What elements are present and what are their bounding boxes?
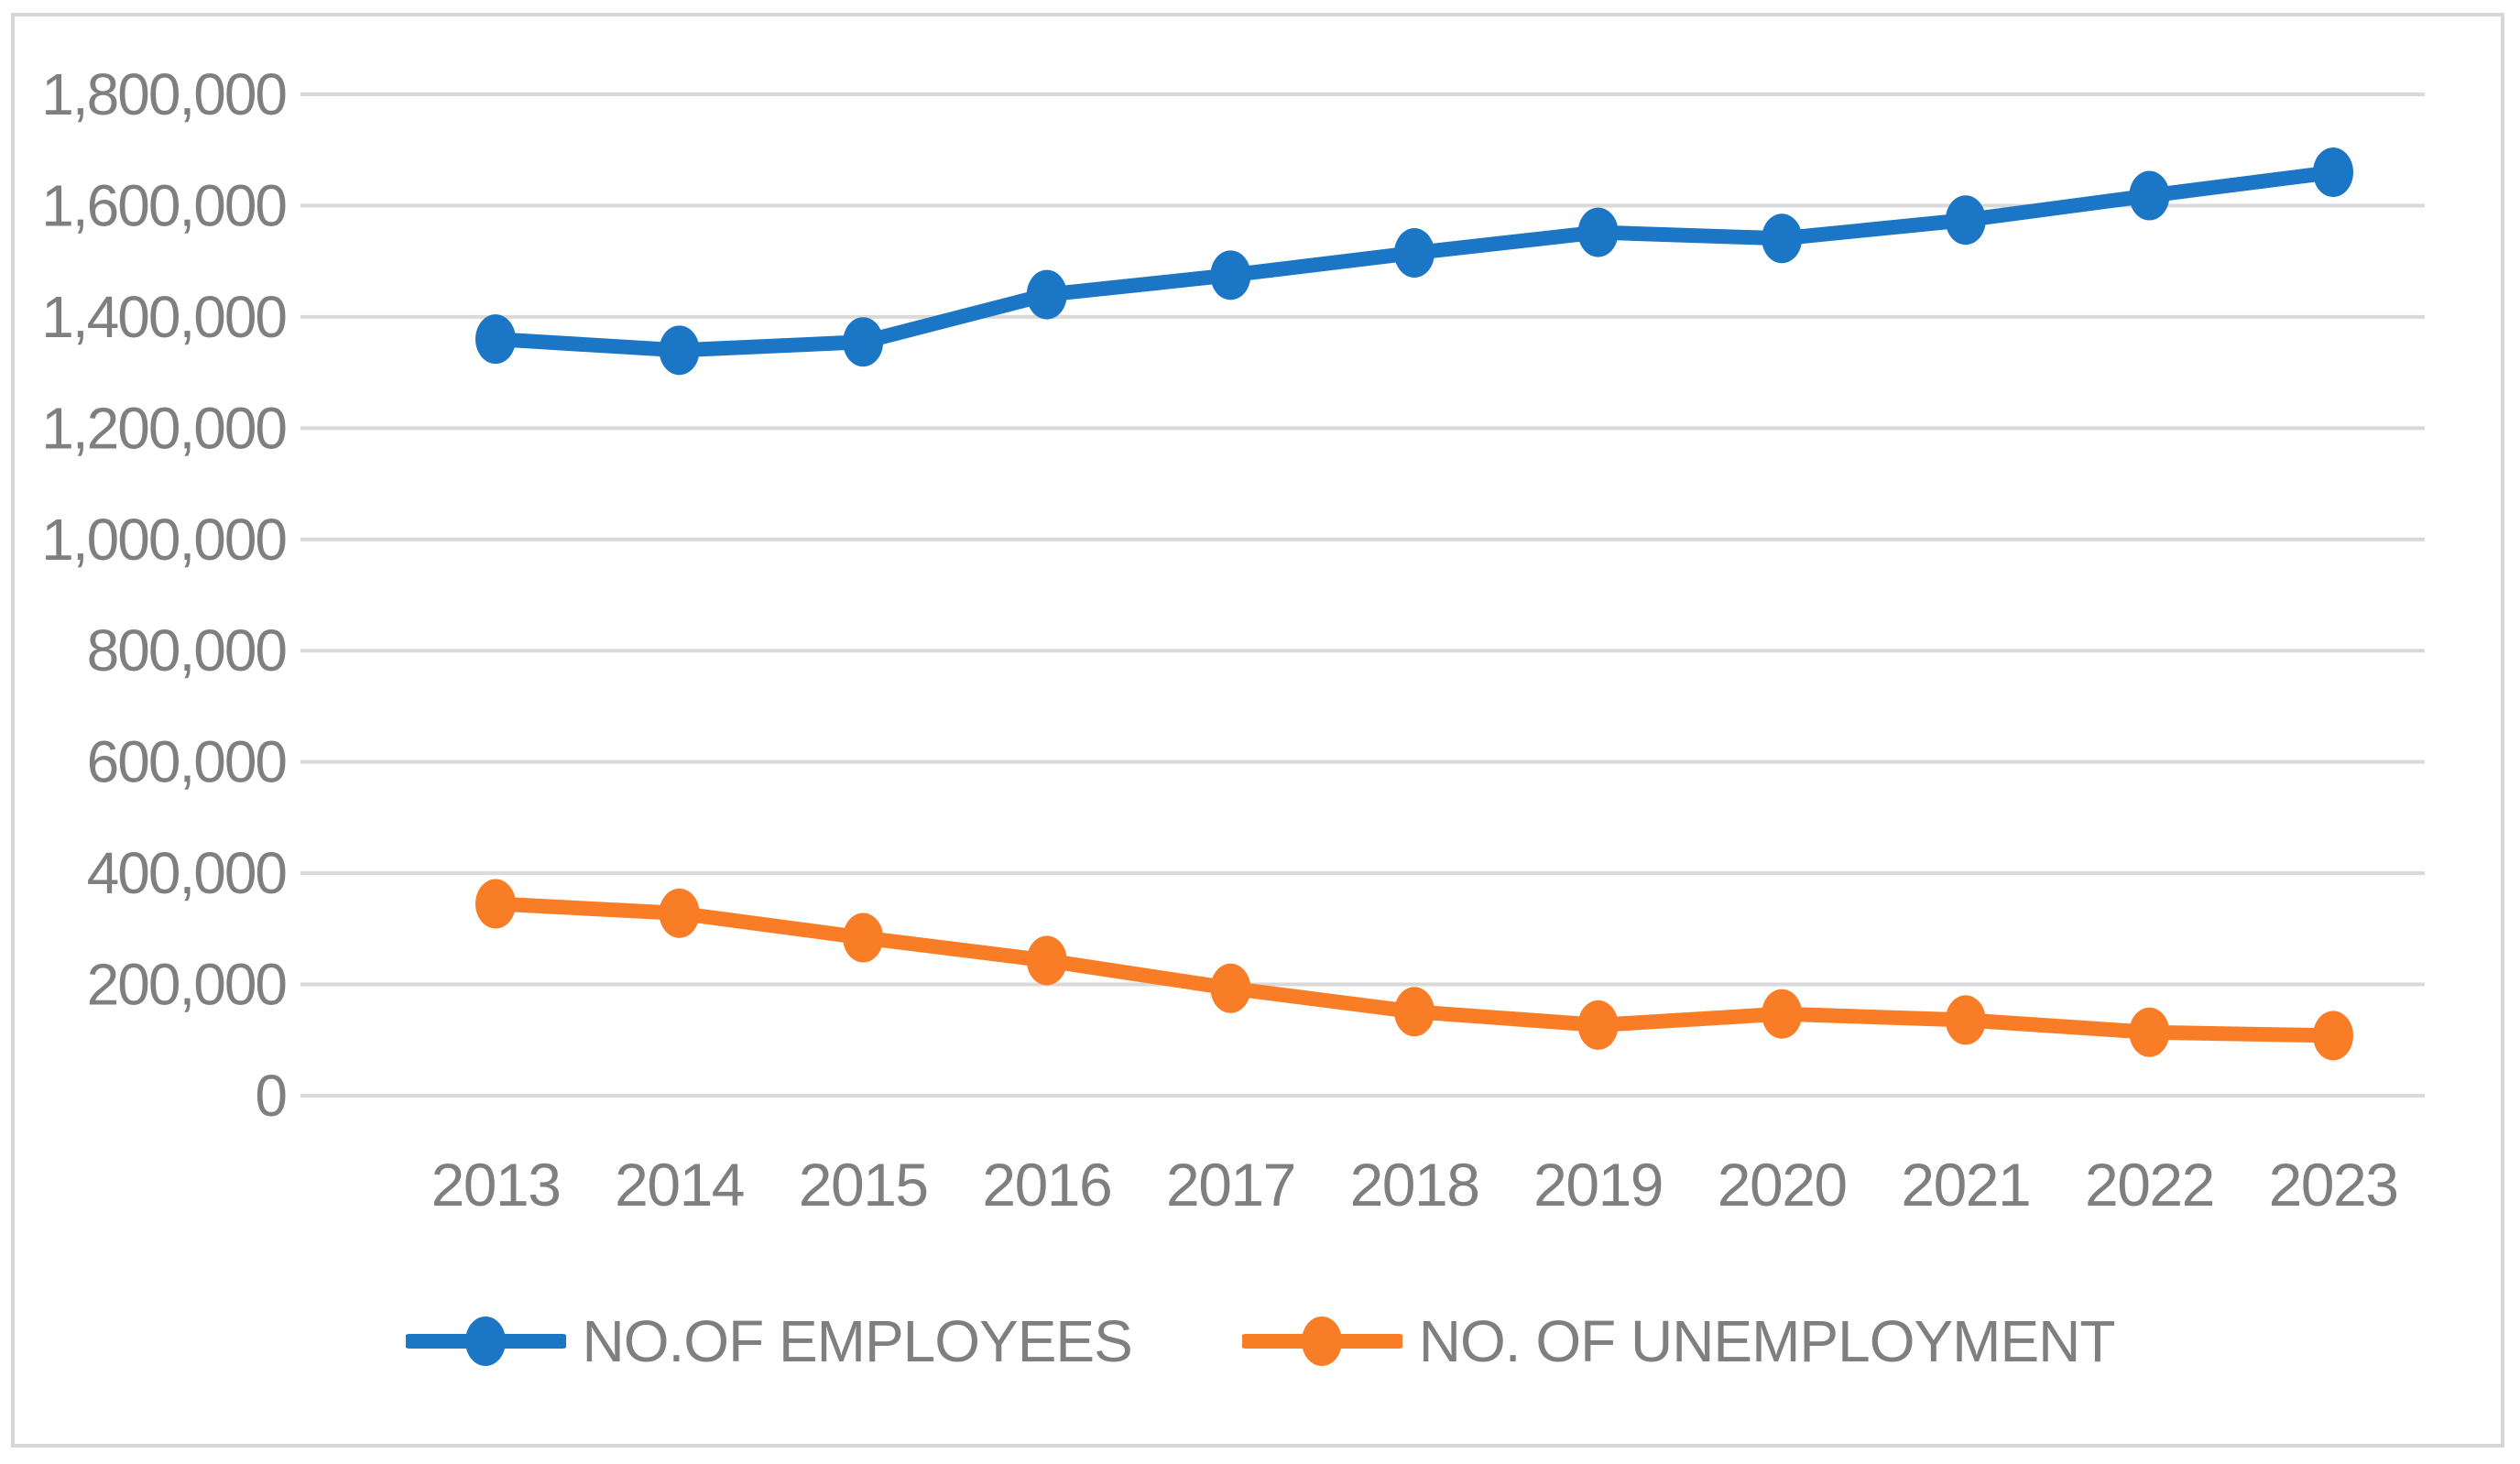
data-point-employees-2021 bbox=[1945, 195, 1986, 246]
x-axis-tick-label: 2018 bbox=[1350, 1151, 1479, 1218]
data-point-employees-2018 bbox=[1394, 228, 1435, 279]
y-axis-tick-label: 1,800,000 bbox=[41, 61, 286, 127]
data-point-employees-2015 bbox=[843, 317, 884, 367]
data-point-employees-2022 bbox=[2129, 170, 2170, 221]
y-axis-tick-label: 200,000 bbox=[87, 952, 287, 1018]
legend-item-unemployment: NO. OF UNEMPLOYMENT bbox=[1241, 1308, 2116, 1374]
legend-item-employees: NO.OF EMPLOYEES bbox=[405, 1308, 1133, 1374]
x-axis-tick-label: 2013 bbox=[431, 1151, 561, 1218]
data-point-employees-2023 bbox=[2313, 147, 2353, 198]
y-axis-tick-label: 1,400,000 bbox=[41, 284, 286, 350]
chart-frame bbox=[11, 13, 2504, 1448]
data-point-unemployment-2016 bbox=[1026, 935, 1067, 986]
data-point-unemployment-2014 bbox=[659, 888, 700, 938]
y-axis-tick-label: 400,000 bbox=[87, 840, 287, 906]
data-point-unemployment-2013 bbox=[475, 879, 516, 929]
data-point-employees-2013 bbox=[475, 314, 516, 365]
data-point-unemployment-2020 bbox=[1762, 989, 1803, 1039]
x-axis-tick-label: 2016 bbox=[982, 1151, 1111, 1218]
x-axis-tick-label: 2015 bbox=[799, 1151, 928, 1218]
x-axis-tick-label: 2014 bbox=[615, 1151, 744, 1218]
y-axis-tick-label: 0 bbox=[255, 1063, 286, 1129]
x-axis-tick-label: 2023 bbox=[2269, 1151, 2398, 1218]
data-point-unemployment-2017 bbox=[1210, 963, 1251, 1013]
data-point-unemployment-2015 bbox=[843, 912, 884, 963]
data-point-unemployment-2021 bbox=[1945, 995, 1986, 1045]
x-axis-tick-label: 2020 bbox=[1718, 1151, 1847, 1218]
data-point-unemployment-2023 bbox=[2313, 1011, 2353, 1061]
y-axis-tick-label: 1,200,000 bbox=[41, 395, 286, 461]
y-axis-tick-label: 800,000 bbox=[87, 617, 287, 683]
data-point-employees-2014 bbox=[659, 325, 700, 376]
legend-label-unemployment: NO. OF UNEMPLOYMENT bbox=[1418, 1308, 2116, 1374]
data-point-unemployment-2018 bbox=[1394, 987, 1435, 1037]
x-axis-tick-label: 2021 bbox=[1901, 1151, 2030, 1218]
legend-marker-employees-icon bbox=[405, 1317, 566, 1366]
data-point-employees-2019 bbox=[1577, 207, 1619, 257]
y-axis-tick-label: 1,600,000 bbox=[41, 172, 286, 238]
x-axis-tick-label: 2022 bbox=[2085, 1151, 2214, 1218]
y-axis-tick-label: 1,000,000 bbox=[41, 507, 286, 573]
y-axis-tick-label: 600,000 bbox=[87, 729, 287, 795]
data-point-employees-2017 bbox=[1210, 250, 1251, 300]
data-point-employees-2016 bbox=[1026, 269, 1067, 320]
x-axis-tick-label: 2019 bbox=[1533, 1151, 1663, 1218]
legend-marker-unemployment-icon bbox=[1241, 1317, 1402, 1366]
x-axis-tick-label: 2017 bbox=[1166, 1151, 1295, 1218]
chart-legend: NO.OF EMPLOYEES NO. OF UNEMPLOYMENT bbox=[0, 1305, 2520, 1378]
data-point-employees-2020 bbox=[1762, 213, 1803, 264]
legend-label-employees: NO.OF EMPLOYEES bbox=[582, 1308, 1133, 1374]
data-point-unemployment-2022 bbox=[2129, 1007, 2170, 1057]
data-point-unemployment-2019 bbox=[1577, 1000, 1619, 1050]
